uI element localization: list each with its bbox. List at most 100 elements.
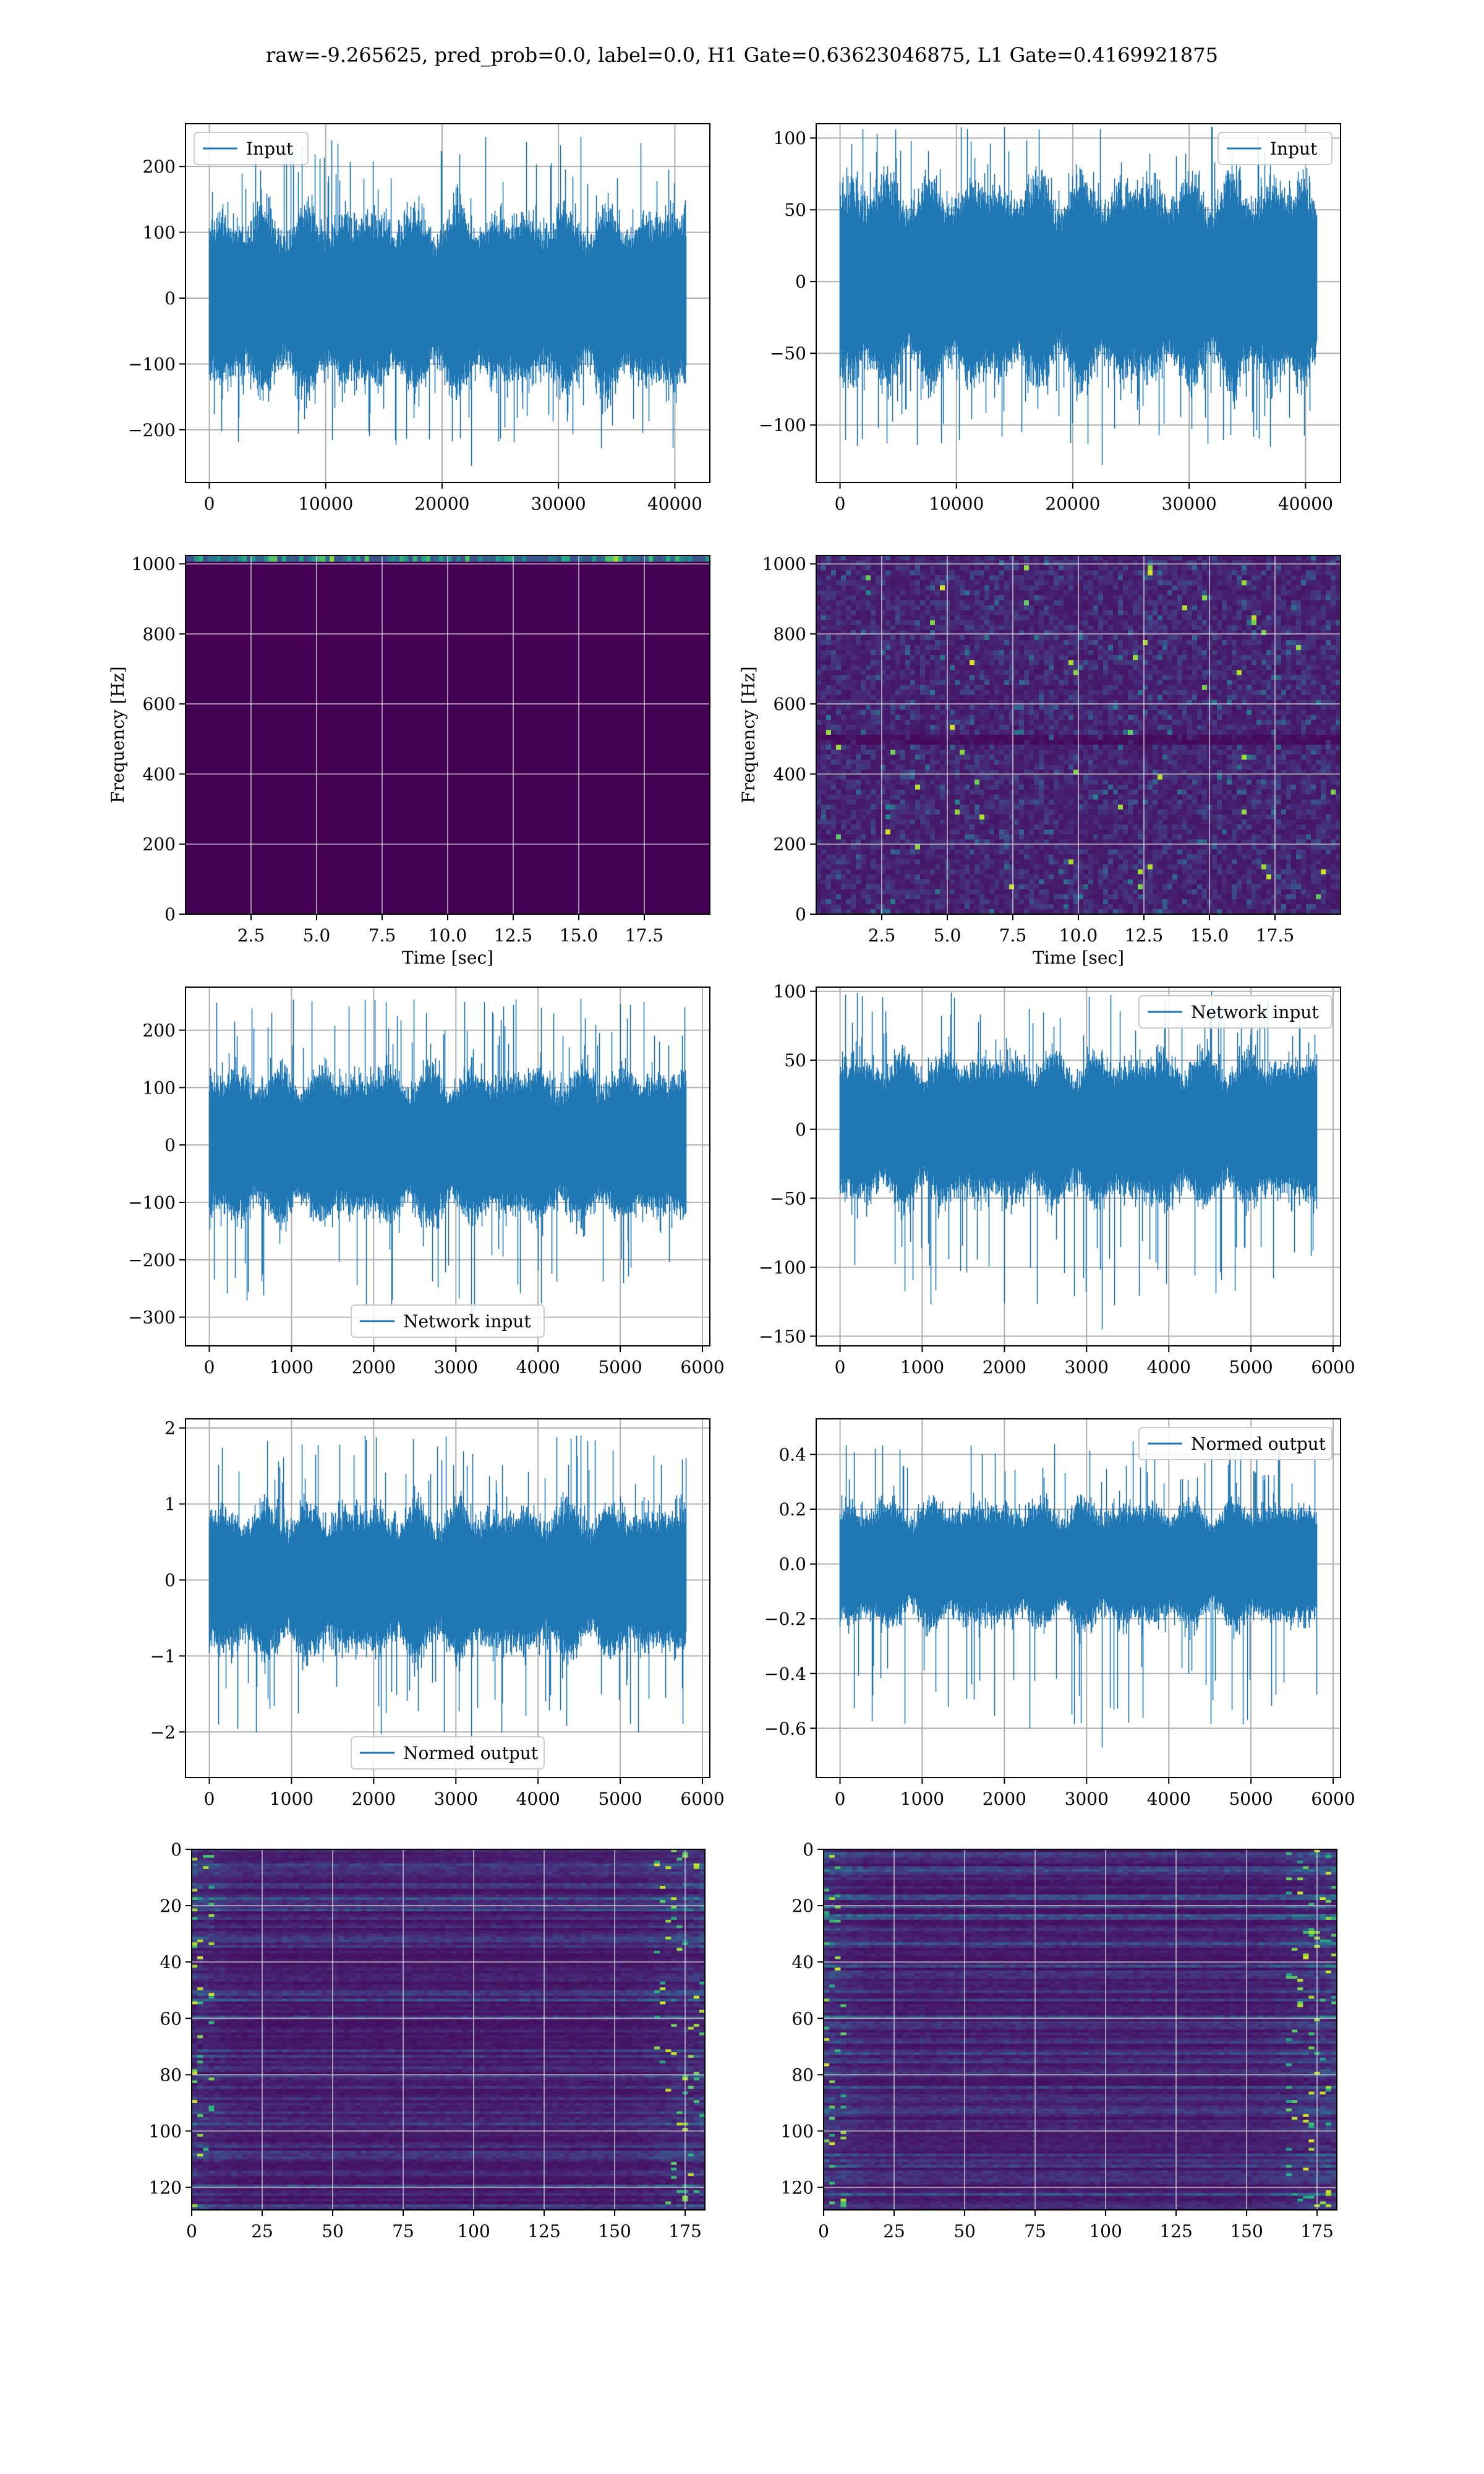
- l1-spectrogram-heatmap-cell: [1064, 719, 1069, 726]
- l1-spectrogram-heatmap-cell: [861, 565, 866, 571]
- l1-spectrogram-heatmap-cell: [1182, 635, 1188, 641]
- l1-spectrogram-heatmap-cell: [1019, 560, 1025, 566]
- l1-spectrogram-heatmap-cell: [1004, 575, 1010, 581]
- l1-spectrogram-heatmap-cell: [876, 610, 881, 616]
- l1-spectrogram-heatmap-cell: [1148, 719, 1153, 726]
- l1-spectrogram-heatmap-cell: [1138, 675, 1143, 680]
- l1-spectrogram-heatmap-cell: [1316, 645, 1321, 651]
- l1-spectrogram-heatmap-cell: [885, 565, 891, 571]
- l1-spectrogram-heatmap-cell: [1133, 605, 1138, 611]
- l1-spectrogram-heatmap-cell: [1172, 760, 1178, 765]
- l1-spectrogram-heatmap-cell: [831, 555, 837, 561]
- l1-spectrogram-heatmap-cell: [1162, 625, 1168, 631]
- l1-spectrogram-heatmap-cell: [925, 640, 931, 646]
- l1-spectrogram-heatmap-cell: [905, 635, 911, 641]
- l1-spectrogram-heatmap-cell: [999, 750, 1005, 755]
- l1-spectrogram-heatmap-cell: [1232, 695, 1237, 701]
- l1-spectrogram-heatmap-cell: [1073, 755, 1079, 760]
- l1-spectrogram-heatmap-cell: [871, 565, 876, 571]
- l1-spectrogram-heatmap-cell: [1128, 724, 1133, 730]
- l1-spectrogram-heatmap-cell: [1177, 760, 1183, 765]
- h1-spectrogram-heatmap-cell: [386, 555, 391, 562]
- l1-spectrogram-heatmap-cell: [1123, 575, 1128, 581]
- l1-spectrogram-heatmap-cell: [1088, 580, 1094, 586]
- l1-spectrogram-heatmap-cell: [1326, 555, 1331, 561]
- l1-spectrogram-heatmap-cell: [1177, 625, 1183, 631]
- l1-spectrogram-heatmap-cell: [1167, 575, 1173, 581]
- l1-spectrogram-heatmap-cell: [1296, 675, 1302, 680]
- l1-spectrogram-heatmap-cell: [984, 650, 990, 656]
- l1-spectrogram-heatmap-cell: [925, 595, 931, 601]
- l1-spectrogram-heatmap-cell: [999, 680, 1005, 686]
- l1-spectrogram-heatmap-cell: [965, 580, 970, 586]
- l1-spectrogram-heatmap-cell: [960, 665, 965, 670]
- l1-spectrogram-heatmap-cell: [1217, 675, 1222, 680]
- l1-spectrogram-heatmap-cell: [1014, 555, 1020, 561]
- l1-spectrogram-heatmap-cell: [920, 685, 926, 691]
- l1-spectrogram-heatmap-cell: [979, 660, 985, 666]
- l1-spectrogram-heatmap-cell: [1083, 724, 1089, 730]
- l1-spectrogram-heatmap-cell: [831, 675, 837, 680]
- l1-spectrogram-heatmap-cell: [1172, 580, 1178, 586]
- l1-spectrogram-heatmap-cell: [1113, 635, 1119, 641]
- l1-spectrogram-heatmap-cell: [1237, 610, 1242, 616]
- l1-spectrogram-heatmap-cell: [1326, 585, 1331, 591]
- l1-spectrogram-heatmap-cell: [1167, 774, 1173, 781]
- l1-spectrogram-heatmap-cell: [970, 585, 975, 591]
- l1-spectrogram-heatmap-cell: [1187, 645, 1193, 651]
- l1-spectrogram-heatmap-cell: [1078, 625, 1084, 631]
- l1-spectrogram-heatmap-cell: [885, 580, 891, 586]
- l1-spectrogram-heatmap-cell: [1054, 650, 1059, 656]
- l1-spectrogram-heatmap-cell: [1296, 719, 1302, 726]
- l1-spectrogram-heatmap-cell: [915, 764, 921, 770]
- l1-spectrogram-heatmap-cell: [1039, 630, 1044, 636]
- l1-spectrogram-heatmap-cell: [890, 650, 896, 656]
- l1-spectrogram-heatmap-cell: [1024, 745, 1030, 750]
- l1-spectrogram-heatmap-cell: [1128, 729, 1133, 735]
- l1-spectrogram-heatmap-cell: [960, 700, 965, 706]
- l1-spectrogram-heatmap-cell: [1222, 655, 1227, 661]
- l1-spectrogram-heatmap-cell: [1029, 704, 1034, 711]
- l1-spectrogram-heatmap-cell: [836, 660, 842, 666]
- l1-spectrogram-heatmap-cell: [876, 764, 881, 770]
- l1-spectrogram-heatmap-cell: [1113, 595, 1119, 601]
- l1-spectrogram-heatmap-cell: [1148, 735, 1153, 740]
- l1-spectrogram-heatmap-cell: [1167, 640, 1173, 646]
- h1-spectrogram-heatmap-cell: [198, 555, 203, 562]
- l1-spectrogram-heatmap-cell: [1266, 665, 1272, 670]
- l1-spectrogram-heatmap-cell: [890, 635, 896, 641]
- l1-spectrogram-heatmap-cell: [1266, 615, 1272, 621]
- l1-spectrogram-heatmap-cell: [940, 585, 945, 591]
- l1-spectrogram-heatmap-cell: [1247, 690, 1252, 696]
- l1-spectrogram-heatmap-cell: [1113, 665, 1119, 670]
- l1-spectrogram-heatmap-cell: [1004, 620, 1010, 626]
- l1-spectrogram-heatmap-cell: [1232, 615, 1237, 621]
- l1-spectrogram-heatmap-cell: [1133, 704, 1138, 711]
- l1-spectrogram-heatmap-cell: [1034, 605, 1039, 611]
- l1-spectrogram-heatmap-cell: [1034, 625, 1039, 631]
- l1-spectrogram-heatmap-cell: [955, 655, 960, 661]
- l1-spectrogram-heatmap-cell: [1291, 575, 1297, 581]
- l1-spectrogram-heatmap-cell: [1103, 600, 1109, 606]
- l1-spectrogram-heatmap-cell: [915, 660, 921, 666]
- l1-spectrogram-heatmap-cell: [1123, 600, 1128, 606]
- l1-spectrogram-heatmap-cell: [1108, 575, 1114, 581]
- l1-spectrogram-heatmap-cell: [1197, 625, 1203, 631]
- l1-spectrogram-heatmap-cell: [974, 729, 980, 735]
- l1-spectrogram-heatmap-cell: [905, 714, 911, 721]
- l1-spectrogram-heatmap-cell: [1336, 700, 1341, 706]
- l1-spectrogram-heatmap-cell: [910, 719, 916, 726]
- l1-spectrogram-heatmap-cell: [1113, 740, 1119, 745]
- l1-spectrogram-heatmap-cell: [861, 745, 866, 750]
- l1-spectrogram-heatmap-cell: [1237, 625, 1242, 631]
- l1-spectrogram-heatmap-cell: [1039, 760, 1044, 765]
- l1-spectrogram-heatmap-cell: [1331, 665, 1336, 670]
- l1-spectrogram-heatmap-cell: [905, 735, 911, 740]
- l1-spectrogram-heatmap-cell: [1118, 724, 1124, 730]
- l1-spectrogram-heatmap-cell: [1237, 695, 1242, 701]
- l1-spectrogram-heatmap-cell: [851, 640, 856, 646]
- l1-spectrogram-heatmap-cell: [1113, 685, 1119, 691]
- l1-spectrogram-heatmap-cell: [1266, 764, 1272, 770]
- l1-spectrogram-heatmap-cell: [1336, 590, 1341, 596]
- l1-spectrogram-heatmap-cell: [1311, 655, 1316, 661]
